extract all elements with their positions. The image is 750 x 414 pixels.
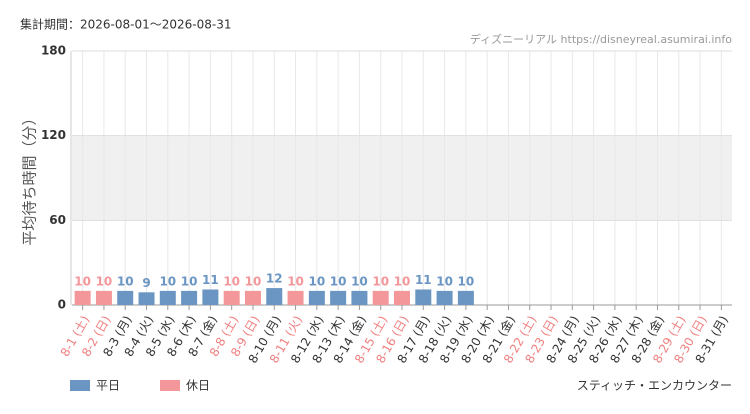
legend-label: 休日 bbox=[186, 379, 210, 393]
legend-swatch bbox=[70, 380, 90, 391]
value-label: 10 bbox=[458, 274, 475, 288]
bar bbox=[95, 290, 112, 305]
value-label: 10 bbox=[436, 274, 453, 288]
value-label: 10 bbox=[117, 274, 134, 288]
value-label: 10 bbox=[74, 274, 91, 288]
y-tick-label: 0 bbox=[58, 298, 66, 312]
value-label: 10 bbox=[308, 274, 325, 288]
bar bbox=[308, 290, 325, 305]
bar bbox=[436, 290, 453, 305]
value-label: 10 bbox=[223, 274, 240, 288]
bar bbox=[287, 290, 304, 305]
bar bbox=[223, 290, 240, 305]
bar bbox=[457, 290, 474, 305]
bar bbox=[415, 289, 432, 305]
value-label: 10 bbox=[287, 274, 304, 288]
value-label: 11 bbox=[202, 273, 219, 287]
value-label: 10 bbox=[330, 274, 347, 288]
value-label: 10 bbox=[372, 274, 389, 288]
bar bbox=[372, 290, 389, 305]
chart-title: スティッチ・エンカウンター bbox=[577, 379, 732, 393]
bar bbox=[244, 290, 261, 305]
value-label: 10 bbox=[394, 274, 411, 288]
value-label: 10 bbox=[351, 274, 368, 288]
bar bbox=[394, 290, 410, 305]
value-label: 10 bbox=[96, 274, 113, 288]
bar bbox=[159, 290, 176, 305]
value-label: 12 bbox=[266, 272, 283, 286]
bar bbox=[138, 292, 155, 305]
bar bbox=[117, 290, 134, 305]
y-axis-label: 平均待ち時間（分） bbox=[21, 110, 39, 245]
legend-swatch bbox=[160, 380, 180, 391]
y-tick-label: 120 bbox=[41, 128, 66, 142]
bar bbox=[74, 290, 91, 305]
bar bbox=[266, 288, 283, 305]
value-label: 10 bbox=[245, 274, 262, 288]
y-tick-label: 60 bbox=[49, 213, 66, 227]
y-tick-label: 180 bbox=[41, 44, 66, 58]
value-label: 10 bbox=[181, 274, 198, 288]
bar bbox=[351, 290, 368, 305]
legend-label: 平日 bbox=[96, 379, 120, 393]
period: 集計期間：2026-08-01～2026-08-31 bbox=[20, 17, 231, 32]
value-label: 9 bbox=[142, 276, 150, 290]
value-label: 11 bbox=[415, 273, 432, 287]
bar bbox=[202, 289, 219, 305]
source: ディズニーリアル https://disneyreal.asumirai.inf… bbox=[470, 32, 732, 46]
bar bbox=[330, 290, 347, 305]
bar bbox=[181, 290, 198, 305]
value-label: 10 bbox=[159, 274, 176, 288]
